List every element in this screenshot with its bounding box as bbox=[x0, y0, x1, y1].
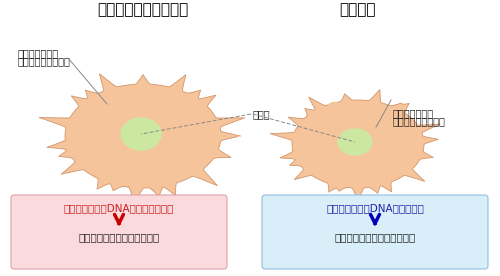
Ellipse shape bbox=[322, 160, 332, 166]
Ellipse shape bbox=[150, 152, 162, 160]
Ellipse shape bbox=[106, 100, 118, 108]
Ellipse shape bbox=[102, 144, 114, 152]
Polygon shape bbox=[270, 90, 440, 200]
Ellipse shape bbox=[314, 114, 326, 122]
Ellipse shape bbox=[380, 124, 390, 132]
Ellipse shape bbox=[98, 117, 112, 125]
Ellipse shape bbox=[170, 122, 183, 130]
Ellipse shape bbox=[134, 160, 146, 168]
Ellipse shape bbox=[382, 142, 394, 150]
Ellipse shape bbox=[166, 107, 178, 115]
Text: ミトコンドリア病細胞: ミトコンドリア病細胞 bbox=[98, 2, 188, 17]
Ellipse shape bbox=[126, 172, 140, 180]
Ellipse shape bbox=[302, 130, 314, 138]
Ellipse shape bbox=[308, 145, 320, 153]
Ellipse shape bbox=[176, 109, 188, 117]
Ellipse shape bbox=[178, 129, 192, 137]
Ellipse shape bbox=[328, 102, 340, 110]
Ellipse shape bbox=[308, 130, 320, 138]
Ellipse shape bbox=[90, 124, 104, 132]
Ellipse shape bbox=[374, 134, 386, 142]
FancyBboxPatch shape bbox=[262, 195, 488, 269]
Text: ミトコンドリア: ミトコンドリア bbox=[393, 108, 434, 118]
Polygon shape bbox=[39, 74, 244, 203]
Text: 正常細胞: 正常細胞 bbox=[340, 2, 376, 17]
Ellipse shape bbox=[366, 150, 376, 158]
Text: （遺伝子異常あり）: （遺伝子異常あり） bbox=[18, 56, 71, 66]
Ellipse shape bbox=[336, 164, 347, 172]
FancyBboxPatch shape bbox=[11, 195, 227, 269]
Ellipse shape bbox=[352, 160, 364, 168]
Ellipse shape bbox=[338, 129, 372, 155]
Ellipse shape bbox=[120, 87, 134, 95]
Text: ミトコンドリアの働きが低下: ミトコンドリアの働きが低下 bbox=[78, 232, 160, 242]
Text: ミトコンドリアDNAに異常なし: ミトコンドリアDNAに異常なし bbox=[326, 203, 424, 213]
Ellipse shape bbox=[372, 120, 382, 128]
Ellipse shape bbox=[358, 172, 368, 180]
Ellipse shape bbox=[340, 171, 351, 177]
Ellipse shape bbox=[108, 137, 122, 145]
Text: ミトコンドリアDNAに遺伝子の異常: ミトコンドリアDNAに遺伝子の異常 bbox=[64, 203, 174, 213]
Ellipse shape bbox=[118, 154, 130, 162]
Ellipse shape bbox=[162, 139, 174, 147]
Ellipse shape bbox=[360, 107, 372, 115]
Ellipse shape bbox=[344, 121, 356, 128]
Text: ミトコンドリア: ミトコンドリア bbox=[18, 48, 59, 58]
Text: 細胞核: 細胞核 bbox=[253, 109, 270, 119]
Ellipse shape bbox=[154, 92, 166, 100]
Text: ミトコンドリアの働きは正常: ミトコンドリアの働きは正常 bbox=[334, 232, 415, 242]
Ellipse shape bbox=[136, 104, 149, 112]
Text: （遺伝子異常なし）: （遺伝子異常なし） bbox=[393, 116, 446, 126]
Ellipse shape bbox=[121, 118, 161, 150]
Ellipse shape bbox=[146, 174, 160, 182]
Ellipse shape bbox=[318, 147, 328, 155]
